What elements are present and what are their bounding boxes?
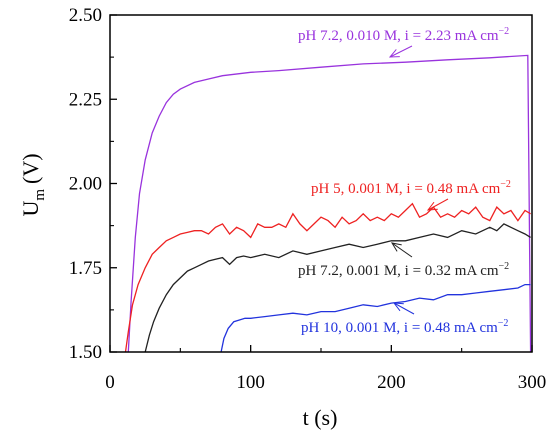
series-arrow-1	[427, 198, 449, 211]
series-arrow-2	[391, 242, 413, 258]
series-arrowhead-0	[388, 49, 400, 58]
series-label-2: pH 7.2, 0.001 M, i = 0.32 mA cm−2	[298, 261, 509, 279]
y-axis-title-subscript: m	[32, 189, 48, 201]
y-tick-label: 2.00	[69, 174, 102, 195]
series-line-3	[220, 283, 531, 352]
y-tick-label: 1.50	[69, 342, 102, 363]
y-axis-title-unit: (V)	[18, 153, 43, 184]
axes: 0 100 200 300 1.50 1.75 2.00 2.25 2.50	[69, 5, 547, 393]
y-tick-label: 2.50	[69, 5, 102, 26]
y-axis-title-main: U	[18, 201, 43, 217]
plot-area	[124, 54, 532, 352]
x-tick-label: 200	[377, 372, 406, 393]
x-tick-label: 0	[105, 372, 115, 393]
series-arrow-3	[393, 302, 415, 315]
x-tick-label: 300	[518, 372, 547, 393]
annotations: pH 7.2, 0.010 M, i = 2.23 mA cm−2 pH 5, 0…	[298, 26, 511, 336]
y-tick-label: 2.25	[69, 89, 102, 110]
series-line-1	[124, 202, 531, 352]
series-label-0: pH 7.2, 0.010 M, i = 2.23 mA cm−2	[298, 26, 509, 44]
series-arrowhead-2	[390, 242, 402, 252]
series-arrowhead-3	[392, 302, 404, 312]
series-line-2	[144, 223, 531, 352]
series-label-3: pH 10, 0.001 M, i = 0.48 mA cm−2	[301, 318, 508, 336]
series-label-1: pH 5, 0.001 M, i = 0.48 mA cm−2	[311, 179, 511, 197]
series-line-0	[127, 54, 532, 352]
series-arrow-0	[389, 45, 413, 58]
x-axis-title: t (s)	[303, 405, 338, 430]
y-axis-title: Um (V)	[18, 153, 48, 216]
y-tick-label: 1.75	[69, 258, 102, 279]
x-tick-label: 100	[236, 372, 265, 393]
series-arrowhead-1	[426, 201, 438, 211]
